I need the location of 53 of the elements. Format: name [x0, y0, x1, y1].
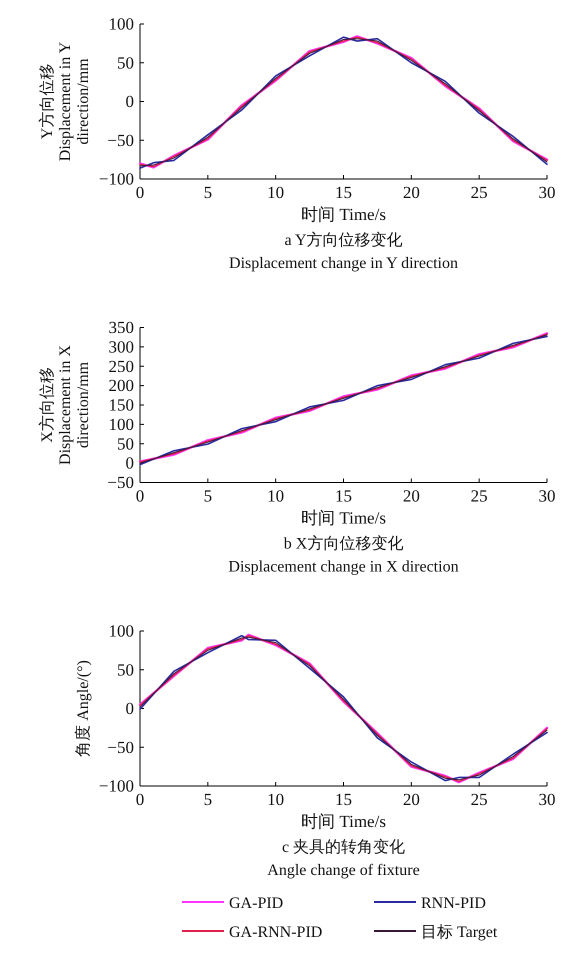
text: Displacement change in Y direction: [229, 255, 458, 272]
x-tick-label: 10: [267, 183, 284, 202]
y-axis-title: 角度 Angle/(°): [74, 660, 92, 757]
x-tick-label: 25: [470, 790, 488, 809]
legend-label: GA-PID: [229, 895, 284, 912]
y-tick-label: 350: [108, 318, 134, 337]
y-tick-label: 0: [126, 454, 134, 473]
y-tick-label: 0: [126, 699, 134, 718]
x-tick-label: 20: [402, 183, 420, 202]
x-tick-label: 20: [402, 486, 420, 506]
legend-label: GA-RNN-PID: [229, 924, 322, 941]
y-tick-label: 50: [117, 660, 134, 680]
y-tick-label: −100: [98, 776, 134, 796]
x-tick-label: 10: [267, 486, 284, 506]
y-tick-label: −50: [107, 473, 134, 492]
x-tick-label: 30: [538, 486, 556, 506]
y-tick-label: 150: [108, 396, 134, 414]
y-tick-label: 50: [117, 434, 134, 454]
text: Angle change of fixture: [267, 862, 420, 879]
x-tick-label: 25: [470, 486, 488, 506]
y-tick-label: 250: [108, 356, 134, 376]
x-tick-label: 15: [335, 790, 352, 809]
legend-label: 目标 Target: [421, 924, 498, 941]
x-tick-label: 15: [335, 183, 352, 202]
text: b X方向位移变化: [284, 534, 404, 552]
y-tick-label: 0: [126, 92, 134, 111]
x-tick-label: 5: [204, 486, 212, 506]
x-tick-label: 30: [538, 183, 556, 202]
text: c 夹具的转角变化: [282, 838, 406, 856]
y-tick-label: −50: [107, 130, 134, 150]
y-tick-label: 100: [108, 414, 134, 434]
y-tick-label: 100: [108, 14, 134, 34]
y-tick-label: −50: [107, 738, 134, 757]
y-axis-title: Y方向位移 Displacement in Y direction/mm: [38, 41, 92, 162]
y-tick-label: 100: [108, 622, 134, 640]
text: a Y方向位移变化: [284, 231, 403, 249]
x-axis-title: 时间 Time/s: [301, 812, 386, 831]
y-tick-label: 200: [108, 376, 134, 396]
legend-label: RNN-PID: [421, 895, 486, 912]
x-tick-label: 10: [267, 790, 284, 809]
x-tick-label: 5: [204, 183, 212, 202]
y-tick-label: 50: [117, 53, 134, 72]
y-tick-label: −100: [98, 170, 134, 188]
x-axis-title: 时间 Time/s: [301, 508, 386, 528]
x-tick-label: 15: [335, 486, 352, 506]
y-tick-label: 300: [108, 337, 134, 356]
text: Displacement change in X direction: [228, 558, 459, 576]
x-tick-label: 25: [470, 183, 488, 202]
x-tick-label: 5: [204, 790, 212, 809]
y-axis-title: X方向位移 Displacement in X direction/mm: [38, 344, 92, 465]
x-tick-label: 20: [402, 790, 420, 809]
x-tick-label: 30: [538, 790, 556, 809]
x-axis-title: 时间 Time/s: [301, 205, 386, 224]
